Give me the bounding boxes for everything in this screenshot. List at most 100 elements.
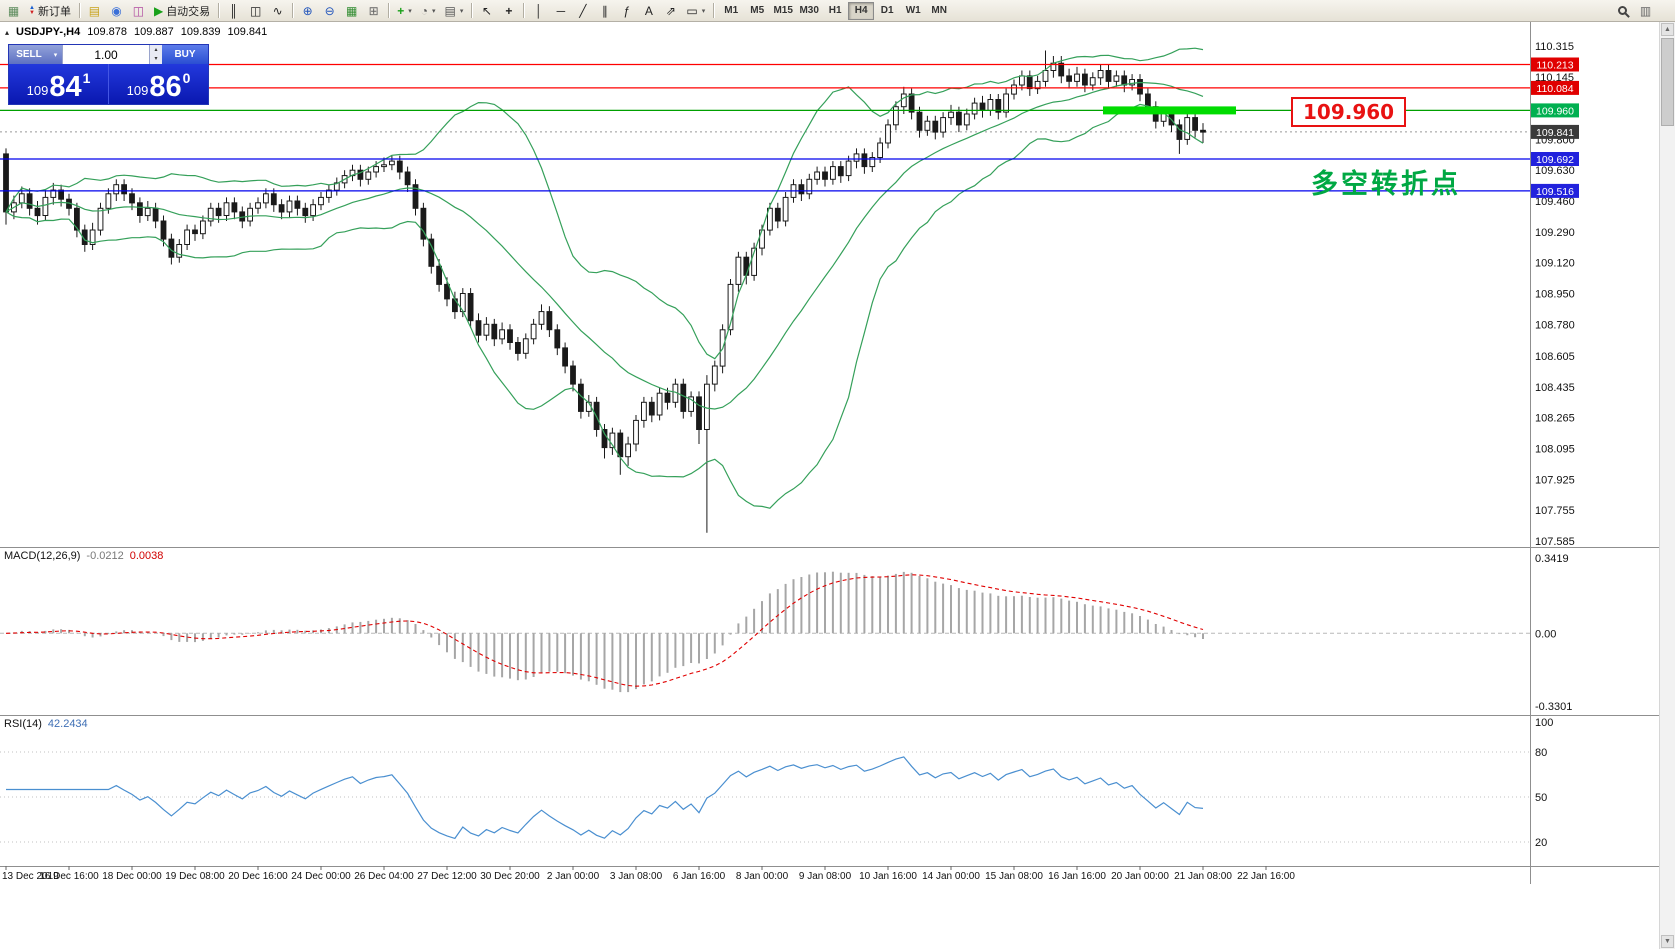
symbol-label: USDJPY-,H4 <box>16 26 81 38</box>
profiles-button[interactable]: ◉ <box>106 1 127 21</box>
arrange-windows-button[interactable]: ⊞ <box>363 1 384 21</box>
sell-button[interactable]: SELL <box>9 45 49 64</box>
vertical-line-button[interactable]: │ <box>528 1 549 21</box>
tile-windows-button[interactable]: ▦ <box>341 1 362 21</box>
tile-windows-icon: ▦ <box>346 3 358 18</box>
toolbar-separator <box>388 3 390 18</box>
svg-text:109.516: 109.516 <box>1536 186 1574 198</box>
indicators-button[interactable]: + ▾ <box>393 1 416 21</box>
chart-title: ▴ USDJPY-,H4 109.878 109.887 109.839 109… <box>5 26 267 38</box>
timeframe-d1-button[interactable]: D1 <box>874 2 900 20</box>
svg-text:108.780: 108.780 <box>1535 319 1575 331</box>
periods-button[interactable]: ◔ ▾ <box>417 1 440 21</box>
chevron-down-icon: ▾ <box>408 7 412 15</box>
svg-text:10 Jan 16:00: 10 Jan 16:00 <box>859 871 917 882</box>
timeframe-mn-button[interactable]: MN <box>926 2 952 20</box>
channel-button[interactable]: ∥ <box>594 1 615 21</box>
timeframe-w1-button[interactable]: W1 <box>900 2 926 20</box>
price-badge: 110.084 <box>1531 80 1579 95</box>
new-order-label: 新订单 <box>37 5 71 18</box>
zoom-in-button[interactable]: ⊕ <box>297 1 318 21</box>
price-badge: 109.960 <box>1531 103 1579 118</box>
volume-up-button[interactable]: ▴ <box>150 45 162 55</box>
timeframe-m30-button[interactable]: M30 <box>796 2 822 20</box>
toolbar-right-group: ▥ <box>1612 1 1672 21</box>
one-click-trading-panel: SELL ▾ ▴ ▾ BUY 109 84 1 109 86 0 <box>8 44 209 105</box>
collapse-arrow-icon[interactable]: ▴ <box>5 27 10 37</box>
timeframe-h1-button[interactable]: H1 <box>822 2 848 20</box>
zoom-out-button[interactable]: ⊖ <box>319 1 340 21</box>
templates-button[interactable]: ▤ ▾ <box>440 1 467 21</box>
svg-text:108.095: 108.095 <box>1535 444 1575 456</box>
new-order-icon: ▲ ▼ <box>29 4 35 16</box>
volume-down-button[interactable]: ▾ <box>150 54 162 64</box>
sell-price-button[interactable]: 109 84 1 <box>9 64 108 104</box>
scroll-up-icon[interactable]: ▲ <box>1661 23 1674 36</box>
timeframe-m15-button[interactable]: M15 <box>770 2 796 20</box>
svg-text:22 Jan 16:00: 22 Jan 16:00 <box>1237 871 1295 882</box>
buy-price-button[interactable]: 109 86 0 <box>108 64 208 104</box>
scrollbar-thumb[interactable] <box>1661 38 1674 126</box>
trendline-button[interactable]: ╱ <box>572 1 593 21</box>
horizontal-line-button[interactable]: ─ <box>550 1 571 21</box>
price-axis[interactable]: 110.315110.145109.800109.630109.460109.2… <box>1535 41 1575 548</box>
search-button[interactable] <box>1612 1 1633 21</box>
charts-button[interactable]: ▤ <box>84 1 105 21</box>
svg-text:14 Jan 00:00: 14 Jan 00:00 <box>922 871 980 882</box>
new-order-button[interactable]: ▲ ▼ 新订单 <box>25 1 75 21</box>
arrows-tool-button[interactable]: ⇗ <box>660 1 681 21</box>
timeframe-h4-button[interactable]: H4 <box>848 1 875 20</box>
svg-text:21 Jan 08:00: 21 Jan 08:00 <box>1174 871 1232 882</box>
sell-dropdown-button[interactable]: ▾ <box>49 45 62 64</box>
timeframe-m5-button[interactable]: M5 <box>744 2 770 20</box>
support-highlight-segment[interactable] <box>1103 106 1236 115</box>
volume-input[interactable] <box>62 45 149 64</box>
bar-chart-button[interactable]: ║ <box>223 1 244 21</box>
app-icon: ▦ <box>3 1 24 21</box>
buy-button[interactable]: BUY <box>162 45 208 64</box>
toolbar-separator <box>292 3 294 18</box>
line-chart-button[interactable]: ∿ <box>267 1 288 21</box>
bollinger-upper <box>5 47 1204 360</box>
cursor-button[interactable]: ↖ <box>476 1 497 21</box>
shapes-button[interactable]: ▭ ▾ <box>682 1 709 21</box>
candlestick-chart-button[interactable]: ◫ <box>245 1 266 21</box>
crosshair-icon: + <box>505 3 513 18</box>
svg-text:20 Dec 16:00: 20 Dec 16:00 <box>228 871 288 882</box>
svg-text:-0.3301: -0.3301 <box>1535 701 1572 713</box>
macd-scale: 0.3419 0.00 -0.3301 <box>1535 553 1572 713</box>
layout-button[interactable]: ▥ <box>1635 1 1656 21</box>
clock-icon: ◔ <box>420 3 428 18</box>
chevron-down-icon: ▾ <box>431 7 436 15</box>
panel-separators[interactable] <box>0 22 1659 884</box>
app-glyph-icon: ▦ <box>7 3 20 18</box>
rsi-levels <box>0 751 1530 843</box>
svg-text:2 Jan 00:00: 2 Jan 00:00 <box>547 871 600 882</box>
scroll-down-icon[interactable]: ▼ <box>1661 935 1674 948</box>
fibonacci-button[interactable]: ƒ <box>616 1 637 21</box>
turning-point-note[interactable]: 多空转折点 <box>1311 169 1461 199</box>
svg-text:108.950: 108.950 <box>1535 289 1575 301</box>
timeframe-m1-button[interactable]: M1 <box>718 2 744 20</box>
vertical-scrollbar[interactable]: ▲ ▼ <box>1659 22 1675 949</box>
toolbar-separator <box>523 3 525 18</box>
crosshair-button[interactable]: + <box>498 1 519 21</box>
price-badge: 109.692 <box>1531 152 1579 166</box>
svg-text:9 Jan 08:00: 9 Jan 08:00 <box>799 871 852 882</box>
terminal-panel-button[interactable]: ◫ <box>128 1 149 21</box>
text-tool-button[interactable]: A <box>638 1 659 21</box>
rsi-name: RSI(14) <box>4 718 42 730</box>
svg-text:109.960: 109.960 <box>1536 105 1574 117</box>
svg-text:26 Dec 04:00: 26 Dec 04:00 <box>354 871 414 882</box>
sell-price-big: 84 <box>49 71 82 104</box>
price-callout-label[interactable]: 109.960 <box>1291 97 1407 127</box>
autotrading-button[interactable]: ▶ 自动交易 <box>150 1 214 21</box>
macd-value: -0.0212 <box>86 550 124 562</box>
svg-text:110.213: 110.213 <box>1536 60 1573 72</box>
sell-price-sup: 1 <box>82 70 91 86</box>
shapes-icon: ▭ <box>686 3 698 18</box>
fibonacci-icon: ƒ <box>623 3 631 18</box>
